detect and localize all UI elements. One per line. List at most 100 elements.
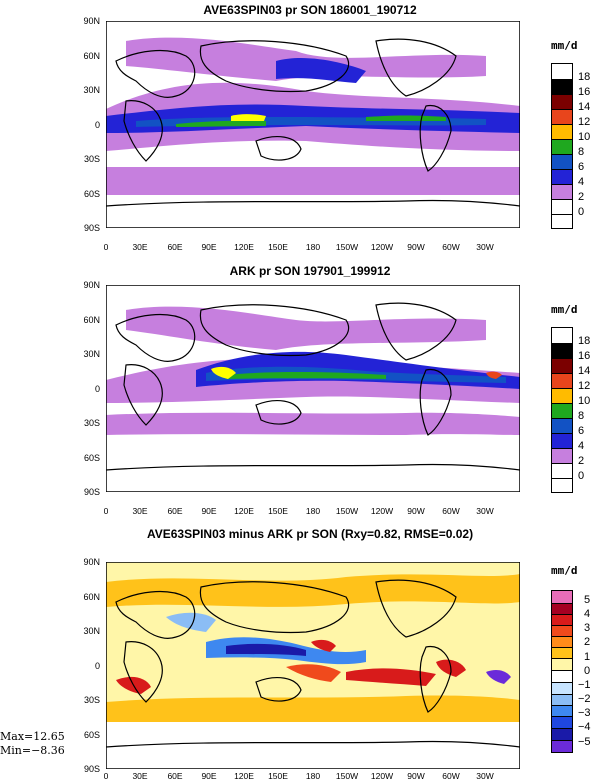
lon-label: 120W xyxy=(370,771,394,781)
colorbar-label: 1 xyxy=(584,651,591,663)
lat-label: 90N xyxy=(83,280,100,290)
colorbar-swatch xyxy=(552,109,572,124)
colorbar-label: 18 xyxy=(578,71,591,83)
colorbar-label: −2 xyxy=(578,693,591,705)
lon-label: 90E xyxy=(201,771,217,781)
map-plot xyxy=(105,284,521,493)
lon-label: 120E xyxy=(234,242,254,252)
lon-label: 150W xyxy=(335,771,359,781)
colorbar-swatch xyxy=(552,728,572,740)
colorbar-label: 12 xyxy=(578,380,591,392)
lon-label: 0 xyxy=(103,771,109,781)
lat-label: 90N xyxy=(83,16,100,26)
lon-label: 60W xyxy=(442,771,460,781)
colorbar-label: 2 xyxy=(578,191,585,203)
lon-label: 120E xyxy=(234,506,254,516)
colorbar-swatch xyxy=(552,79,572,94)
lon-label: 90W xyxy=(407,242,425,252)
lon-label: 60E xyxy=(167,771,183,781)
colorbar-label: 2 xyxy=(578,455,585,467)
colorbar-swatch xyxy=(552,64,572,79)
colorbar-swatch xyxy=(552,636,572,647)
lat-label: 0 xyxy=(94,661,100,671)
map-panel-1: AVE63SPIN03 pr SON 186001_190712 xyxy=(0,0,600,260)
colorbar-swatch xyxy=(552,625,572,636)
colorbar-label: 3 xyxy=(584,622,591,634)
colorbar xyxy=(551,327,573,493)
lon-label: 0 xyxy=(103,242,109,252)
colorbar-label: 0 xyxy=(578,206,585,218)
lon-label: 120W xyxy=(370,506,394,516)
lon-label: 30E xyxy=(132,242,148,252)
colorbar-label: 4 xyxy=(584,608,591,620)
lon-label: 150W xyxy=(335,242,359,252)
colorbar-swatch xyxy=(552,214,572,228)
map-panel-2: ARK pr SON 197901_199912 90N 60N 30N 0 3… xyxy=(0,264,600,524)
lon-label: 0 xyxy=(103,506,109,516)
colorbar-swatch xyxy=(552,658,572,670)
lat-label: 60S xyxy=(83,730,100,740)
colorbar-label: 10 xyxy=(578,131,591,143)
lat-label: 30S xyxy=(83,695,100,705)
colorbar-swatch xyxy=(552,591,572,603)
difference-map xyxy=(105,561,521,770)
lon-label: 60W xyxy=(442,242,460,252)
colorbar-swatch xyxy=(552,94,572,109)
panel-title: AVE63SPIN03 pr SON 186001_190712 xyxy=(203,3,417,17)
colorbar-swatch xyxy=(552,740,572,752)
colorbar-label: 0 xyxy=(578,470,585,482)
colorbar-swatch xyxy=(552,670,572,682)
precip-map xyxy=(105,284,521,493)
max-stat: Max=12.65 xyxy=(0,730,65,743)
colorbar-label: 6 xyxy=(578,161,585,173)
lon-label: 150E xyxy=(268,506,288,516)
lon-label: 60W xyxy=(442,506,460,516)
colorbar-swatch xyxy=(552,478,572,492)
colorbar-swatch xyxy=(552,418,572,433)
colorbar-swatch xyxy=(552,358,572,373)
precip-map xyxy=(105,20,521,229)
colorbar-swatch xyxy=(552,463,572,478)
colorbar-label: 18 xyxy=(578,335,591,347)
colorbar-label: 10 xyxy=(578,395,591,407)
lon-label: 30E xyxy=(132,771,148,781)
lat-label: 60N xyxy=(83,51,100,61)
units-label: mm/d xyxy=(551,39,578,52)
colorbar-label: 6 xyxy=(578,425,585,437)
colorbar-swatch xyxy=(552,199,572,214)
colorbar-label: 5 xyxy=(584,594,591,606)
lat-label: 0 xyxy=(94,384,100,394)
colorbar xyxy=(551,63,573,229)
colorbar-swatch xyxy=(552,169,572,184)
lat-label: 90S xyxy=(83,487,100,497)
colorbar-swatch xyxy=(552,184,572,199)
lon-label: 90E xyxy=(201,242,217,252)
colorbar-label: −5 xyxy=(578,736,591,748)
lon-label: 30E xyxy=(132,506,148,516)
lon-label: 30W xyxy=(476,506,494,516)
colorbar-swatch xyxy=(552,614,572,625)
lon-label: 90E xyxy=(201,506,217,516)
panel-title: AVE63SPIN03 minus ARK pr SON (Rxy=0.82, … xyxy=(146,527,474,541)
lat-label: 60S xyxy=(83,189,100,199)
lon-label: 90W xyxy=(407,771,425,781)
colorbar-swatch xyxy=(552,433,572,448)
colorbar-swatch xyxy=(552,139,572,154)
colorbar-label: 2 xyxy=(584,636,591,648)
colorbar xyxy=(551,590,573,753)
colorbar-swatch xyxy=(552,716,572,728)
colorbar-swatch xyxy=(552,388,572,403)
lat-label: 30N xyxy=(83,85,100,95)
colorbar-swatch xyxy=(552,328,572,343)
colorbar-label: 12 xyxy=(578,116,591,128)
colorbar-swatch xyxy=(552,343,572,358)
colorbar-label: 14 xyxy=(578,365,591,377)
lon-label: 150W xyxy=(335,506,359,516)
colorbar-swatch xyxy=(552,647,572,658)
lon-label: 60E xyxy=(167,506,183,516)
lat-label: 60S xyxy=(83,453,100,463)
colorbar-swatch xyxy=(552,682,572,694)
lon-label: 90W xyxy=(407,506,425,516)
colorbar-swatch xyxy=(552,124,572,139)
colorbar-label: 8 xyxy=(578,146,585,158)
